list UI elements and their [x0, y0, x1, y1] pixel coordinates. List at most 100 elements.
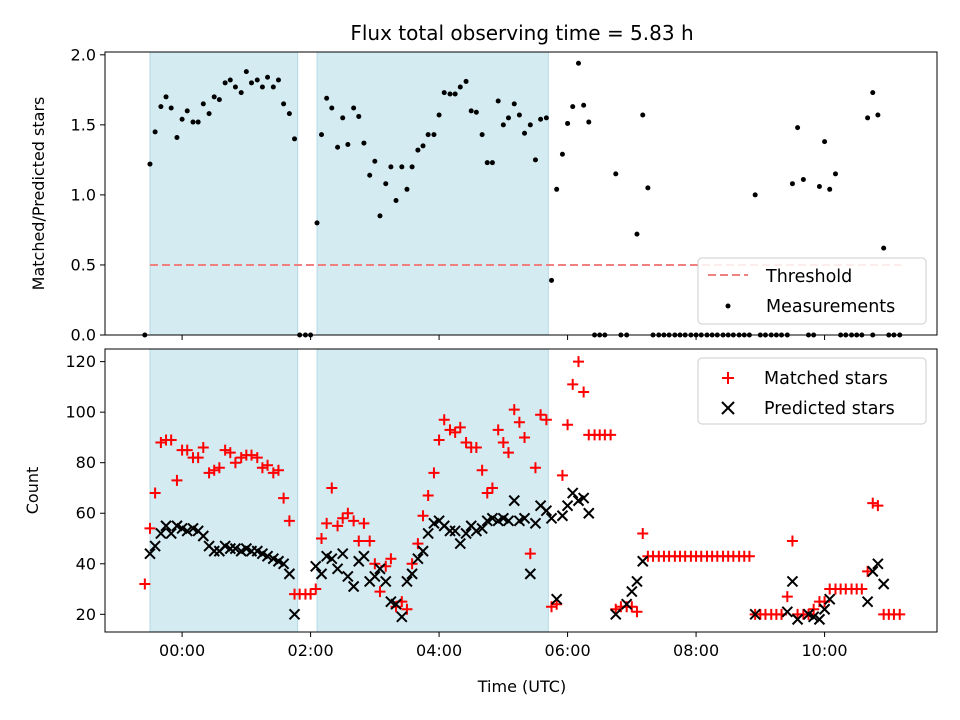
predicted-stars-point-22	[261, 550, 274, 562]
matched-stars-point-56	[438, 414, 450, 426]
matched-stars-point-121	[786, 535, 798, 547]
matched-stars-point-52	[417, 510, 429, 522]
matched-stars-point-14	[213, 462, 225, 474]
count-y-tick-label-2: 60	[76, 504, 96, 523]
measurements-point-13	[211, 94, 217, 100]
count-y-tick-label-0: 20	[76, 605, 96, 624]
measurements-point-69	[511, 101, 517, 107]
measurements-point-76	[549, 277, 555, 283]
measurements-point-127	[832, 171, 838, 177]
ratio-panel: 0.00.51.01.52.0 Matched/Predicted stars …	[29, 45, 938, 345]
matched-stars-point-36	[332, 520, 344, 532]
measurements-point-72	[527, 122, 533, 128]
measurements-point-39	[351, 105, 357, 111]
measurements-point-16	[227, 77, 233, 83]
count-plot-frame	[104, 348, 938, 633]
chart-title: Flux total observing time = 5.83 h	[350, 21, 693, 45]
measurements-point-28	[292, 136, 298, 142]
predicted-legend-label: Predicted stars	[764, 399, 895, 419]
measurements-point-35	[329, 105, 335, 111]
measurements-point-134	[870, 90, 876, 96]
measurements-point-74	[538, 116, 544, 122]
predicted-stars-point-65	[508, 494, 520, 507]
measurements-point-64	[484, 160, 490, 166]
matched-stars-point-50	[406, 558, 418, 570]
count-points-layer	[139, 356, 906, 626]
predicted-stars-point-47	[412, 553, 424, 565]
matched-stars-point-8	[181, 444, 193, 456]
predicted-stars-point-82	[626, 585, 638, 598]
matched-stars-point-41	[358, 517, 370, 529]
x-tick-label-4: 08:00	[673, 641, 719, 660]
predicted-stars-point-3	[160, 520, 172, 532]
count-observing-window-0	[149, 348, 299, 633]
measurements-point-51	[415, 147, 421, 153]
predicted-stars-point-55	[454, 537, 466, 550]
predicted-stars-point-93	[823, 593, 836, 605]
predicted-stars-point-48	[417, 545, 429, 557]
matched-stars-point-12	[203, 467, 215, 479]
matched-stars-point-10	[192, 452, 204, 464]
matched-stars-point-67	[497, 436, 509, 448]
ratio-y-tick-label-0: 0.0	[71, 326, 96, 345]
x-tick-label-0: 00:00	[159, 641, 205, 660]
measurements-point-20	[248, 80, 254, 86]
measurements-point-44	[377, 213, 383, 219]
matched-stars-point-60	[460, 436, 472, 448]
matched-stars-point-11	[197, 442, 209, 454]
matched-stars-point-68	[502, 447, 514, 459]
measurements-point-22	[259, 84, 265, 90]
measurements-point-71	[522, 130, 528, 136]
matched-stars-point-62	[470, 442, 482, 454]
measurements-point-67	[500, 122, 506, 128]
count-y-axis: 20 40 60 80 100 120	[65, 352, 105, 624]
measurements-point-57	[447, 91, 453, 97]
predicted-stars-point-39	[369, 570, 381, 583]
matched-stars-point-120	[781, 591, 793, 603]
ratio-y-tick-label-1: 0.5	[71, 255, 96, 274]
measurements-point-112	[752, 192, 758, 198]
matched-stars-point-136	[867, 497, 879, 509]
threshold-legend-label: Threshold	[765, 267, 852, 287]
predicted-stars-point-29	[315, 568, 328, 580]
predicted-stars-point-68	[524, 568, 537, 580]
measurements-point-124	[816, 183, 822, 189]
matched-stars-point-87	[605, 429, 617, 441]
count-y-axis-title: Count	[23, 467, 42, 515]
measurements-point-21	[254, 77, 260, 83]
measurements-point-91	[640, 112, 646, 118]
ratio-x-tick-marks	[181, 335, 826, 340]
matched-stars-point-71	[519, 431, 531, 443]
matched-stars-point-23	[262, 459, 274, 471]
measurements-point-10	[195, 119, 201, 125]
predicted-stars-point-83	[631, 575, 643, 588]
predicted-stars-point-35	[347, 580, 360, 593]
measurements-point-34	[324, 95, 330, 101]
predicted-stars-point-12	[208, 545, 220, 557]
matched-stars-point-26	[278, 492, 290, 504]
predicted-stars-point-7	[181, 525, 193, 537]
measurements-point-75	[543, 115, 549, 121]
measurements-point-2	[152, 129, 158, 135]
x-axis-title: Time (UTC)	[477, 677, 566, 696]
measurements-point-135	[875, 112, 881, 118]
matched-stars-point-25	[272, 464, 284, 476]
measurements-point-42	[367, 172, 373, 178]
measurements-point-19	[243, 69, 249, 75]
measurements-point-73	[532, 157, 538, 163]
ratio-y-tick-label-2: 1.0	[71, 185, 96, 204]
predicted-stars-point-96	[872, 558, 884, 570]
x-tick-label-2: 04:00	[416, 641, 462, 660]
matched-stars-point-137	[872, 500, 884, 512]
predicted-stars-point-49	[422, 527, 434, 540]
measurements-point-68	[505, 115, 511, 121]
predicted-stars-point-43	[390, 598, 402, 610]
predicted-stars-point-53	[444, 525, 456, 537]
measurements-point-55	[436, 112, 442, 118]
measurements-point-136	[881, 245, 887, 251]
matched-stars-point-2	[149, 487, 161, 499]
predicted-stars-point-56	[460, 527, 472, 540]
ratio-legend-box	[697, 257, 927, 325]
measurements-point-92	[645, 185, 651, 191]
matched-stars-point-74	[535, 409, 547, 421]
